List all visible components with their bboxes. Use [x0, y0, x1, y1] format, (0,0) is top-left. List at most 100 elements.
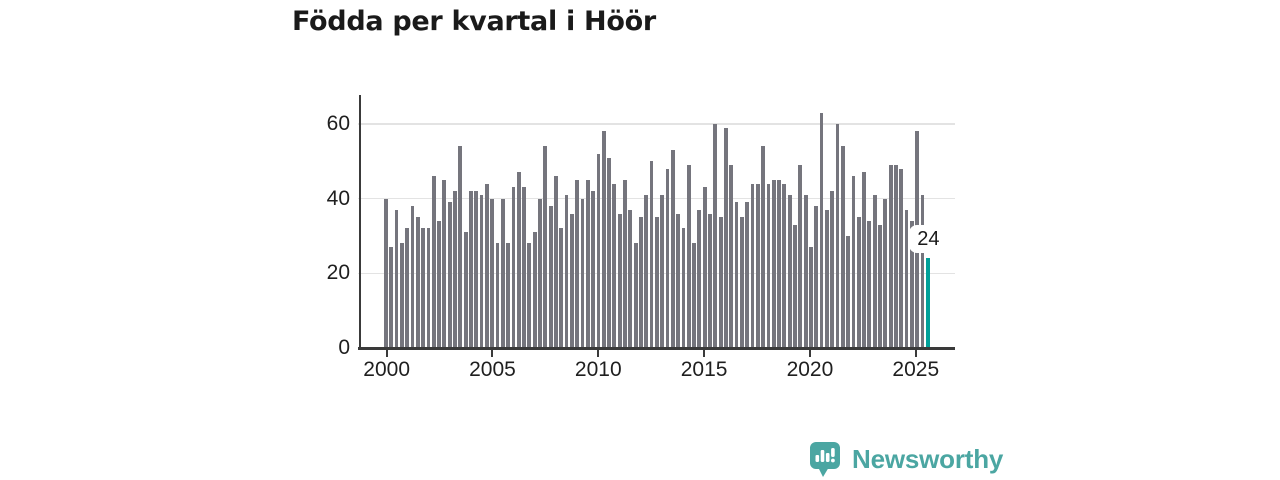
- y-axis-line: [359, 95, 361, 348]
- bar: [686, 165, 691, 348]
- bar: [569, 213, 574, 348]
- bar: [415, 217, 420, 348]
- x-axis-tick-label: 2020: [786, 358, 834, 381]
- bar: [384, 198, 388, 348]
- bar: [708, 213, 712, 348]
- bar: [633, 243, 638, 348]
- bar: [734, 202, 739, 348]
- bar: [426, 228, 431, 348]
- bar: [532, 232, 537, 348]
- bar: [851, 176, 856, 348]
- bar: [904, 209, 909, 348]
- bar: [856, 217, 861, 348]
- bar-highlighted: [925, 258, 930, 348]
- bar: [516, 172, 521, 348]
- x-axis-tick-label: 2010: [574, 358, 622, 381]
- bar: [830, 191, 835, 348]
- x-axis-tick-label: 2015: [680, 358, 728, 381]
- bar: [729, 165, 734, 348]
- bar: [469, 191, 473, 348]
- bar: [591, 191, 595, 348]
- bar: [421, 228, 425, 348]
- y-axis-tick-label: 20: [326, 261, 350, 285]
- bar: [872, 194, 877, 348]
- bar: [899, 168, 904, 348]
- chart-title: Födda per kvartal i Höör: [292, 6, 656, 37]
- bar: [405, 228, 410, 348]
- gridline: [358, 123, 955, 125]
- bar: [665, 168, 670, 348]
- bar: [612, 183, 617, 348]
- bar: [920, 194, 925, 348]
- newsworthy-logo-text: Newsworthy: [852, 443, 1004, 474]
- bar: [894, 165, 898, 348]
- bar: [495, 243, 500, 348]
- bar: [500, 198, 505, 348]
- bar: [718, 217, 723, 348]
- bar: [453, 191, 457, 348]
- bar: [479, 194, 484, 348]
- bar: [777, 179, 781, 348]
- bar: [787, 194, 792, 348]
- bar: [835, 123, 840, 348]
- bar: [766, 183, 771, 348]
- bar: [431, 176, 436, 348]
- bar: [681, 228, 686, 348]
- bar: [458, 146, 463, 348]
- bar: [644, 194, 649, 348]
- bar: [437, 221, 441, 348]
- x-axis-tick: [703, 349, 706, 357]
- bar: [745, 202, 750, 348]
- x-axis-line: [358, 347, 955, 350]
- bar: [554, 176, 558, 348]
- bar: [750, 183, 755, 348]
- bar: [888, 165, 893, 348]
- bar: [410, 206, 415, 348]
- newsworthy-logo-icon: [810, 442, 840, 477]
- y-axis-tick-label: 60: [326, 111, 350, 135]
- annotation-value: 24: [917, 227, 940, 250]
- bar: [575, 179, 580, 348]
- bar: [798, 165, 803, 348]
- bar: [782, 183, 787, 348]
- bar: [628, 209, 633, 348]
- bar: [442, 179, 447, 348]
- bar: [617, 213, 622, 348]
- bar: [463, 232, 468, 348]
- y-axis-tick-label: 40: [326, 186, 350, 210]
- bar: [506, 243, 510, 348]
- bar: [564, 194, 569, 348]
- x-axis-tick: [808, 349, 811, 357]
- bar: [692, 243, 696, 348]
- x-axis-tick: [491, 349, 494, 357]
- bar: [713, 123, 718, 348]
- bar: [867, 221, 872, 348]
- bar: [739, 217, 744, 348]
- bar: [654, 217, 659, 348]
- x-axis-tick: [914, 349, 917, 357]
- bar: [522, 187, 526, 348]
- bar: [771, 179, 776, 348]
- x-axis-tick: [385, 349, 388, 357]
- bar: [484, 183, 489, 348]
- bar: [474, 191, 479, 348]
- bar: [755, 183, 760, 348]
- bar: [601, 131, 606, 348]
- bar: [878, 224, 882, 348]
- bar: [389, 247, 394, 348]
- bar: [660, 194, 665, 348]
- bar: [580, 198, 585, 348]
- newsworthy-logo[interactable]: Newsworthy: [808, 440, 1003, 478]
- bar: [585, 179, 590, 348]
- bar: [394, 209, 399, 348]
- bar: [909, 221, 914, 348]
- bar: [702, 187, 707, 348]
- bar: [840, 146, 845, 348]
- bar: [809, 247, 813, 348]
- bar: [724, 127, 728, 348]
- gridline: [358, 197, 955, 200]
- bar: [607, 157, 611, 348]
- bar: [527, 243, 532, 348]
- x-axis-tick-label: 2000: [363, 358, 410, 381]
- y-axis-tick-label: 0: [338, 336, 350, 359]
